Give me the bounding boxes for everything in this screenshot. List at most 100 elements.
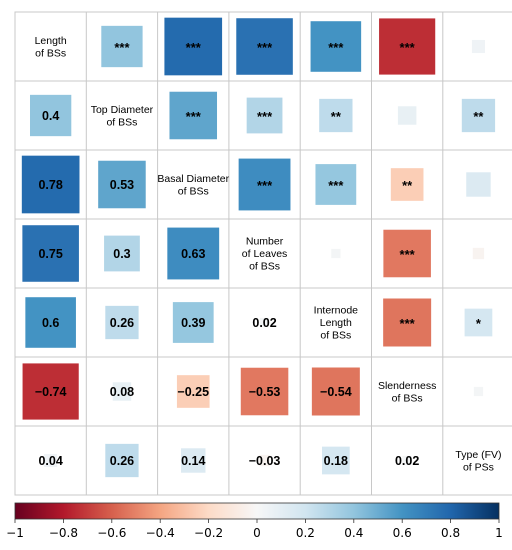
correlation-square xyxy=(172,302,214,343)
variable-label: Length of BSs xyxy=(35,35,67,60)
correlation-square xyxy=(397,106,417,125)
correlation-value-label: 0.75 xyxy=(38,247,62,261)
correlation-square xyxy=(240,367,289,416)
correlation-value-label: −0.53 xyxy=(249,385,281,399)
significance-label: * xyxy=(476,316,482,331)
significance-label: ** xyxy=(473,109,484,124)
correlation-value-label: 0.63 xyxy=(181,247,205,261)
colorbar: −1 −0.8 −0.6 −0.4 −0.2 0 0.2 0.4 0.6 0.8 1 xyxy=(6,502,503,540)
correlation-square xyxy=(319,98,353,133)
variable-label: Internode Length of BSs xyxy=(314,305,359,342)
variable-label: Type (FV) of PSs xyxy=(455,449,501,474)
correlation-value-label: 0.39 xyxy=(181,316,205,330)
correlation-value-label: 0.14 xyxy=(181,454,205,468)
correlation-square xyxy=(383,229,431,278)
variable-label: Slenderness of BSs xyxy=(378,380,436,405)
variable-label: Basal Diameter of BSs xyxy=(157,173,229,198)
correlation-square xyxy=(310,21,362,72)
correlation-value-label: 0.04 xyxy=(38,454,62,468)
colorbar-tick-label: 0.8 xyxy=(441,526,460,540)
variable-label: Top Diameter of BSs xyxy=(91,104,154,129)
correlation-square xyxy=(176,375,210,408)
variable-labels: Length of BSs *** *** *** *** ***0.4 Top Diamet… xyxy=(35,35,502,474)
correlation-square xyxy=(22,363,79,420)
correlation-square xyxy=(315,164,357,205)
correlation-square xyxy=(112,382,132,401)
correlation-square xyxy=(466,172,491,197)
correlation-square xyxy=(169,91,218,140)
correlation-square xyxy=(105,443,139,478)
correlation-square xyxy=(383,298,432,347)
matrix-grid xyxy=(14,11,512,496)
colorbar-tick-label: 0.6 xyxy=(393,526,412,540)
colorbar-tick-label: −0.4 xyxy=(146,526,175,540)
correlation-value-label: 0.02 xyxy=(252,316,276,330)
correlation-square xyxy=(105,305,139,340)
significance-label: ** xyxy=(402,178,413,193)
correlation-value-label: −0.03 xyxy=(249,454,281,468)
correlation-square xyxy=(402,455,412,466)
correlation-value-label: 0.18 xyxy=(324,454,348,468)
colorbar-tick-label: −1 xyxy=(6,526,24,540)
correlation-value-label: 0.3 xyxy=(113,247,130,261)
correlation-value-label: −0.25 xyxy=(177,385,209,399)
correlation-value-label: −0.74 xyxy=(35,385,67,399)
correlation-square xyxy=(25,297,76,348)
colorbar-tick-label: −0.6 xyxy=(97,526,126,540)
significance-label: *** xyxy=(257,109,273,124)
significance-label: *** xyxy=(400,40,416,55)
correlation-square xyxy=(464,308,493,337)
significance-label: *** xyxy=(400,247,416,262)
significance-label: *** xyxy=(400,316,416,331)
correlation-square xyxy=(259,317,270,328)
colorbar-tick-label: 0.2 xyxy=(296,526,315,540)
correlation-square xyxy=(98,160,146,209)
significance-label: *** xyxy=(328,178,344,193)
significance-label: *** xyxy=(257,40,273,55)
correlation-square xyxy=(181,448,206,473)
correlation-square xyxy=(311,367,360,416)
correlation-square xyxy=(246,97,283,134)
colorbar-gradient xyxy=(14,502,500,520)
correlation-square xyxy=(331,248,341,259)
significance-label: *** xyxy=(186,40,202,55)
grid-border xyxy=(14,11,512,496)
correlation-square xyxy=(258,454,271,467)
correlation-value-label: −0.54 xyxy=(320,385,352,399)
colorbar-tick-label: 1 xyxy=(495,526,503,540)
correlation-square xyxy=(461,98,496,133)
correlation-square xyxy=(21,155,80,214)
correlation-square xyxy=(44,453,58,468)
correlation-square xyxy=(101,25,143,68)
colorbar-tick-label: 0 xyxy=(253,526,261,540)
correlation-square xyxy=(238,158,291,211)
correlation-square xyxy=(167,227,220,280)
correlation-square xyxy=(471,39,485,54)
correlation-value-label: 0.78 xyxy=(38,178,62,192)
correlation-value-label: 0.08 xyxy=(110,385,134,399)
correlation-square xyxy=(473,386,484,397)
variable-label: Number of Leaves of BSs xyxy=(242,236,288,273)
correlation-square xyxy=(236,18,293,75)
colorbar-tick-label: −0.2 xyxy=(194,526,223,540)
significance-label: *** xyxy=(257,178,273,193)
correlation-square xyxy=(22,225,79,282)
correlation-square xyxy=(379,18,436,75)
significance-label: *** xyxy=(114,40,130,55)
correlation-square xyxy=(30,94,72,137)
correlation-value-label: 0.26 xyxy=(110,316,134,330)
correlation-value-label: 0.26 xyxy=(110,454,134,468)
correlation-value-label: 0.02 xyxy=(395,454,419,468)
correlation-value-label: 0.53 xyxy=(110,178,134,192)
significance-label: ** xyxy=(331,109,342,124)
significance-label: *** xyxy=(186,109,202,124)
correlation-value-label: 0.4 xyxy=(42,109,59,123)
significance-label: *** xyxy=(328,40,344,55)
matrix-cells xyxy=(21,17,496,478)
colorbar-tick-label: 0.4 xyxy=(344,526,363,540)
correlation-value-label: 0.6 xyxy=(42,316,59,330)
correlation-square xyxy=(321,446,350,475)
colorbar-tick-label: −0.8 xyxy=(49,526,78,540)
correlation-square xyxy=(390,168,424,201)
